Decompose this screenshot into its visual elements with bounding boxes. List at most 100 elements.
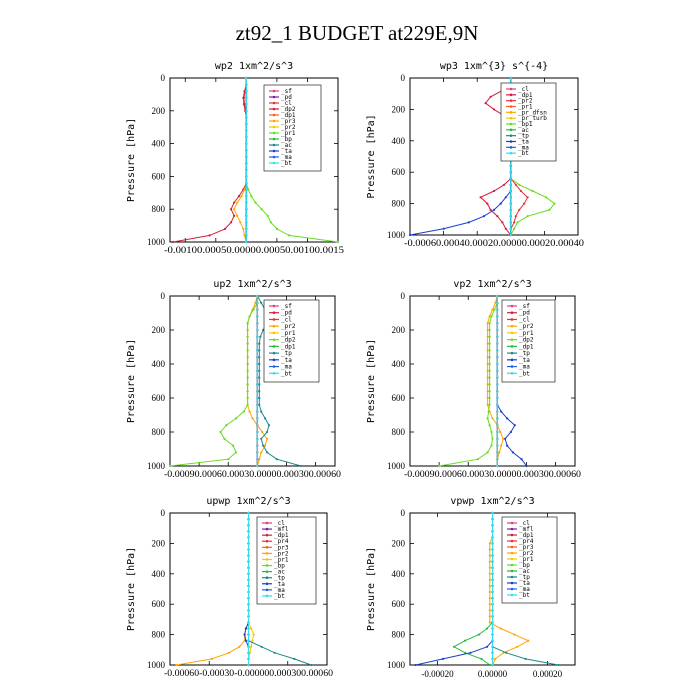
data-point	[258, 369, 261, 372]
x-tick-labels: -0.00060.00040.00020.00000.00020.00040	[404, 238, 585, 248]
data-point	[256, 356, 259, 359]
x-tick-label: -0.00020	[421, 669, 454, 679]
data-point	[553, 202, 556, 205]
data-point	[491, 560, 494, 563]
data-point	[245, 188, 248, 191]
data-point	[256, 437, 259, 440]
data-point	[491, 542, 494, 545]
data-point	[247, 542, 250, 545]
legend-marker	[509, 99, 513, 102]
legend-marker	[272, 155, 276, 159]
data-point	[254, 201, 257, 204]
legend-marker	[509, 105, 513, 108]
legend-entry: _tp	[274, 575, 285, 582]
data-point	[247, 578, 250, 582]
data-point	[490, 444, 493, 447]
data-point	[496, 390, 499, 393]
legend-entry: _ma	[519, 364, 530, 371]
data-point	[496, 396, 499, 400]
data-point	[491, 627, 494, 630]
data-point	[486, 390, 489, 393]
data-point	[503, 183, 506, 186]
y-axis-label: Pressure [hPa]	[366, 339, 377, 423]
data-point	[246, 328, 249, 332]
data-point	[486, 383, 489, 386]
data-point	[208, 234, 211, 237]
data-point	[486, 342, 489, 345]
legend-marker	[510, 575, 514, 579]
panel-frame	[409, 295, 576, 467]
data-point	[256, 403, 259, 406]
data-point	[258, 403, 261, 406]
data-point	[511, 451, 514, 454]
legend-marker	[510, 371, 514, 375]
data-point	[310, 663, 313, 667]
y-tick-label: 200	[152, 106, 166, 116]
data-point	[256, 383, 259, 386]
legend-marker	[272, 89, 276, 93]
legend-marker	[510, 304, 514, 308]
legend-box	[501, 299, 556, 383]
data-point	[527, 639, 530, 642]
data-point	[488, 376, 491, 379]
y-tick-label: 1000	[387, 230, 406, 240]
data-point	[496, 294, 499, 298]
data-point	[258, 349, 261, 352]
data-point	[245, 122, 248, 125]
data-point	[227, 651, 230, 654]
data-point	[509, 183, 512, 186]
data-point	[479, 196, 482, 199]
data-point	[485, 645, 489, 648]
legend-marker	[510, 557, 514, 561]
legend-entry: _bt	[281, 160, 292, 167]
data-point	[245, 162, 248, 165]
data-point	[223, 227, 227, 230]
legend-entry: _tp	[519, 350, 530, 357]
legend-marker	[272, 345, 276, 348]
data-point	[492, 108, 496, 111]
data-point	[242, 227, 245, 230]
data-point	[488, 424, 491, 427]
data-point	[488, 554, 491, 557]
data-point	[488, 609, 491, 612]
data-point	[488, 548, 491, 551]
legend-entry: _dp1	[518, 92, 533, 99]
data-point	[496, 362, 499, 366]
data-point	[491, 536, 494, 539]
data-point	[500, 410, 503, 413]
data-point	[509, 227, 512, 230]
legend-entry: _pr3	[274, 544, 289, 551]
series-bt	[491, 511, 494, 667]
data-point	[227, 458, 230, 461]
data-point	[488, 315, 491, 318]
data-point	[232, 444, 235, 447]
legend-entry: _dp2	[281, 106, 296, 113]
data-point	[491, 437, 494, 440]
data-point	[496, 342, 499, 345]
data-point	[247, 633, 250, 636]
data-point	[258, 383, 261, 386]
legend-entry: _bt	[518, 150, 529, 157]
legend-marker	[265, 521, 269, 525]
y-tick-label: 400	[392, 136, 406, 146]
data-point	[256, 417, 259, 420]
data-point	[491, 603, 494, 606]
data-point	[496, 417, 499, 420]
data-point	[243, 234, 246, 237]
data-point	[548, 208, 551, 211]
legend-entry: _bt	[519, 370, 530, 377]
data-point	[486, 322, 489, 325]
legend-entry: _dp1	[281, 112, 296, 119]
legend-marker	[510, 587, 514, 591]
legend-entry: _ma	[281, 364, 292, 371]
y-tick-label: 1000	[387, 461, 406, 471]
y-tick-label: 600	[152, 393, 166, 403]
data-point	[496, 315, 499, 318]
legend-entry: _dp1	[281, 343, 296, 350]
legend-entry: _cl	[519, 520, 530, 527]
y-tick-label: 1000	[147, 660, 166, 670]
panel-6: vpwp 1xm^2/s^3 Pressure [hPa] 0 200 400 600 80…	[366, 496, 576, 679]
series-line	[439, 296, 498, 467]
data-point	[499, 202, 502, 205]
panels: wp2 1xm^2/s^3 Pressure [hPa] 0 200 400 600 800…	[126, 61, 585, 679]
